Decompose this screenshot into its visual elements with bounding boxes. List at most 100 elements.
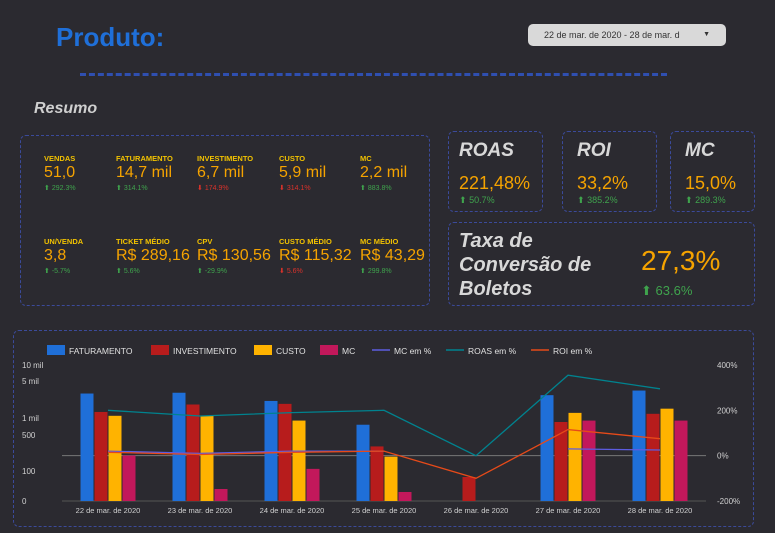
metric-label: MC MÉDIO: [360, 237, 399, 246]
combo-chart-panel: 0 100 500 1 mil 5 mil 10 mil -200% 0% 200% 400% FA…: [13, 330, 754, 527]
mc-bar: [398, 492, 412, 501]
y-right-tick-label: 200%: [717, 406, 737, 415]
up-arrow-icon: ⬆: [116, 185, 122, 192]
mc-card: MC 15,0% ⬆ 289.3%: [670, 131, 755, 212]
mc-change-value: 289.3%: [695, 195, 726, 205]
mc-title: MC: [685, 140, 715, 161]
x-tick-label: 23 de mar. de 2020: [168, 506, 233, 515]
legend-label: CUSTO: [276, 346, 306, 356]
legend-swatch: [320, 345, 338, 355]
metric-change-value: -5.7%: [51, 268, 71, 275]
metric-vendas: VENDAS 51,0 ⬆ 292.3%: [44, 154, 124, 192]
metric-faturamento: FATURAMENTO 14,7 mil ⬆ 314.1%: [116, 154, 196, 192]
metric-label: VENDAS: [44, 154, 76, 163]
metric-value: 3,8: [44, 247, 67, 264]
boletos-title: Taxa de Conversão de Boletos: [459, 229, 591, 301]
mc-change: ⬆ 289.3%: [685, 195, 726, 206]
up-arrow-icon: ⬆: [641, 283, 652, 298]
boletos-value: 27,3%: [641, 245, 721, 276]
legend-label: MC: [342, 346, 355, 356]
metric-change-value: -29.9%: [204, 268, 228, 275]
metric-value: R$ 130,56: [197, 247, 271, 264]
roas-change: ⬆ 50.7%: [459, 195, 495, 206]
date-range-picker[interactable]: 22 de mar. de 2020 - 28 de mar. d ▼: [528, 24, 726, 46]
up-arrow-icon: ⬆: [685, 195, 693, 205]
custo-bar: [568, 412, 582, 501]
boletos-title-line-2: Conversão de: [459, 254, 592, 276]
mc-bar: [214, 489, 228, 501]
metric-change: ⬇ 174.9%: [197, 184, 277, 192]
title-divider: [80, 73, 667, 76]
y-left-tick-label: 0: [22, 497, 27, 506]
metric-change: ⬆ 314.1%: [116, 184, 196, 192]
investimento-bar: [646, 413, 660, 501]
down-arrow-icon: ⬇: [279, 185, 285, 192]
metric-investimento: INVESTIMENTO 6,7 mil ⬇ 174.9%: [197, 154, 277, 192]
metric-change-value: 314.1%: [123, 185, 148, 192]
metric-change: ⬇ 5.6%: [279, 267, 359, 275]
mc-bar: [306, 468, 320, 501]
metric-change-value: 883.8%: [367, 185, 392, 192]
metric-value: R$ 289,16: [116, 247, 190, 264]
x-tick-label: 26 de mar. de 2020: [444, 506, 509, 515]
legend-label: INVESTIMENTO: [173, 346, 237, 356]
roi-card: ROI 33,2% ⬆ 385.2%: [562, 131, 657, 212]
y-left-tick-label: 100: [22, 467, 36, 476]
y-left-tick-label: 10 mil: [22, 361, 44, 370]
custo-bar: [384, 456, 398, 501]
mc-bar: [122, 455, 136, 501]
up-arrow-icon: ⬆: [360, 185, 366, 192]
boletos-change: ⬆ 63.6%: [641, 283, 692, 299]
legend-label: MC em %: [394, 346, 432, 356]
x-tick-label: 24 de mar. de 2020: [260, 506, 325, 515]
roi-pct-line: [107, 428, 661, 479]
investimento-bar: [94, 411, 108, 501]
faturamento-bar: [80, 393, 94, 501]
y-right-tick-label: 400%: [717, 361, 737, 370]
metric-change-value: 174.9%: [204, 185, 229, 192]
summary-metrics-panel: VENDAS 51,0 ⬆ 292.3% FATURAMENTO 14,7 mil ⬆ 3…: [20, 135, 430, 306]
metric-value: R$ 43,29: [360, 247, 425, 264]
metric-change: ⬆ 292.3%: [44, 184, 124, 192]
metric-label: TICKET MÉDIO: [116, 237, 170, 246]
metric-change: ⬆ 5.6%: [116, 267, 196, 275]
up-arrow-icon: ⬆: [44, 185, 50, 192]
up-arrow-icon: ⬆: [360, 268, 366, 275]
metric-change-value: 314.1%: [286, 185, 311, 192]
mc-bar: [582, 420, 596, 501]
up-arrow-icon: ⬆: [44, 268, 50, 275]
metric-mc-m-dio: MC MÉDIO R$ 43,29 ⬆ 299.8%: [360, 237, 440, 275]
investimento-bar: [462, 477, 476, 501]
metric-custo-m-dio: CUSTO MÉDIO R$ 115,32 ⬇ 5.6%: [279, 237, 359, 275]
up-arrow-icon: ⬆: [577, 195, 585, 205]
dropdown-caret-icon: ▼: [703, 31, 710, 38]
custo-bar: [108, 415, 122, 501]
faturamento-bar: [172, 392, 186, 501]
metric-label: INVESTIMENTO: [197, 154, 254, 163]
custo-bar: [200, 415, 214, 501]
metric-un-venda: UN/VENDA 3,8 ⬆ -5.7%: [44, 237, 124, 275]
mc-bar: [674, 420, 688, 501]
roas-change-value: 50.7%: [469, 195, 495, 205]
faturamento-bar: [632, 390, 646, 501]
roi-change-value: 385.2%: [587, 195, 618, 205]
investimento-bar: [370, 446, 384, 501]
roas-card: ROAS 221,48% ⬆ 50.7%: [448, 131, 543, 212]
metric-value: 51,0: [44, 164, 76, 181]
y-left-tick-label: 1 mil: [22, 414, 39, 423]
mc-value: 15,0%: [685, 173, 737, 193]
legend-label: ROAS em %: [468, 346, 517, 356]
y-right-tick-label: 0%: [717, 452, 729, 461]
metric-label: CUSTO MÉDIO: [279, 237, 332, 246]
down-arrow-icon: ⬇: [279, 268, 285, 275]
boletos-card: Taxa de Conversão de Boletos 27,3% ⬆ 63.…: [448, 222, 755, 306]
y-left-tick-label: 5 mil: [22, 377, 39, 386]
x-tick-label: 22 de mar. de 2020: [76, 506, 141, 515]
metric-label: MC: [360, 154, 372, 163]
roi-value: 33,2%: [577, 173, 629, 193]
up-arrow-icon: ⬆: [116, 268, 122, 275]
metric-change: ⬆ 299.8%: [360, 267, 440, 275]
legend-label: FATURAMENTO: [69, 346, 133, 356]
metric-change-value: 5.6%: [286, 268, 303, 275]
up-arrow-icon: ⬆: [459, 195, 467, 205]
